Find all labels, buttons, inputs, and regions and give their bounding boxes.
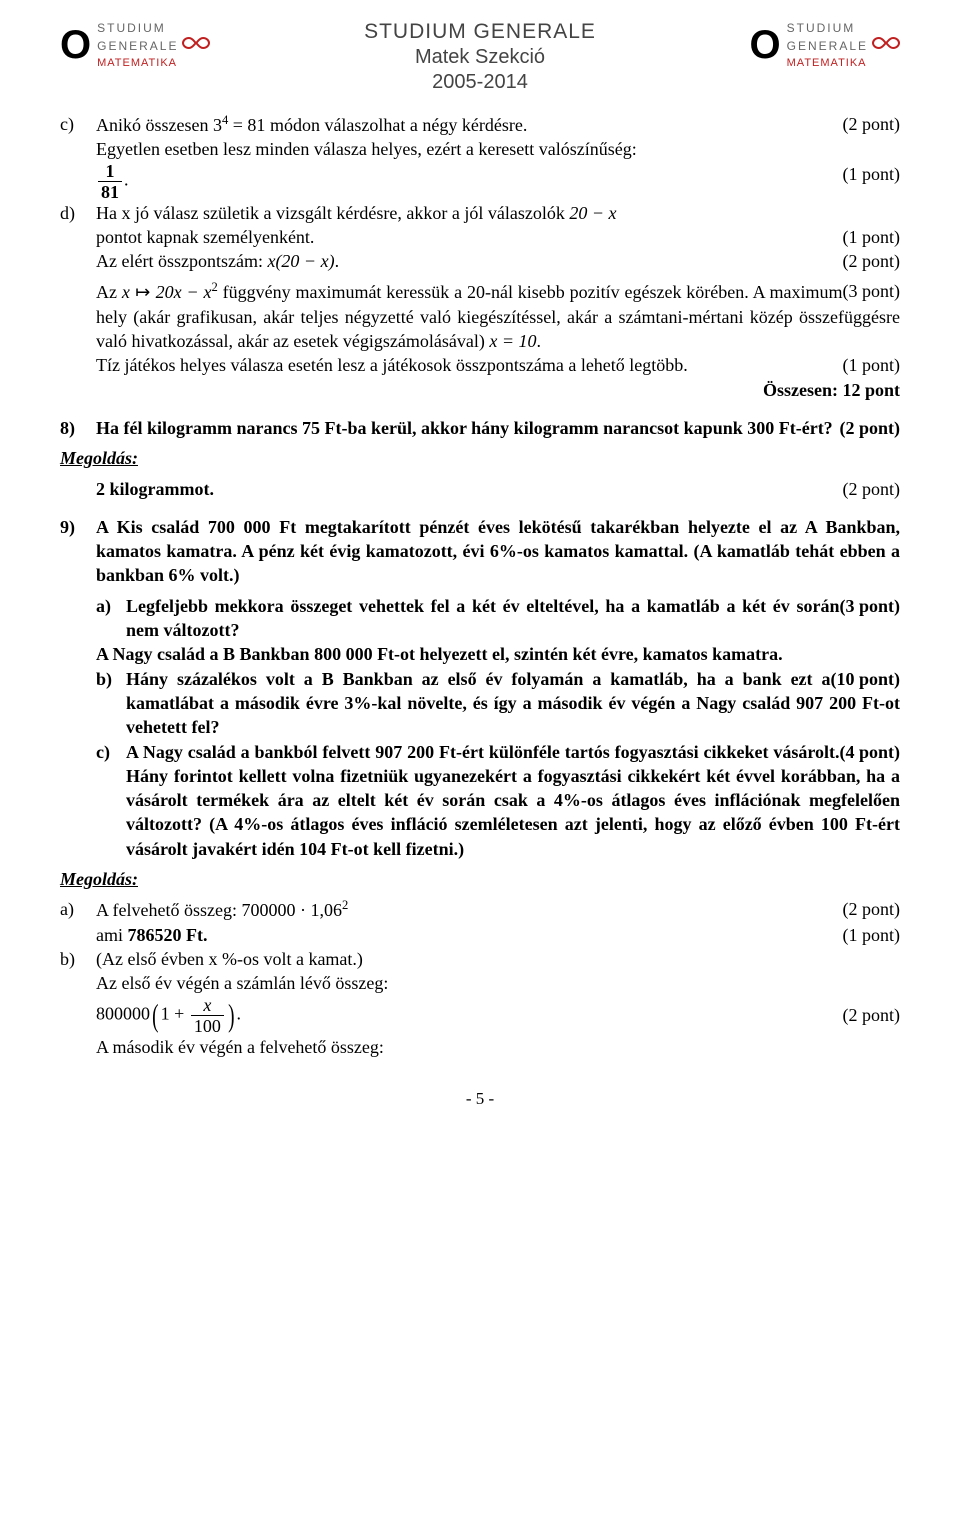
- points-c1: (2 pont): [843, 112, 901, 136]
- marker-c: c): [60, 112, 96, 136]
- q8-megoldas-label: Megoldás:: [60, 446, 900, 470]
- c-text-2: Egyetlen esetben lesz minden válasza hel…: [96, 139, 637, 159]
- marker-8: 8): [60, 416, 96, 440]
- points-sa2: (1 pont): [843, 923, 901, 947]
- q8-text: Ha fél kilogramm narancs 75 Ft-ba kerül,…: [96, 418, 833, 438]
- points-d4: (1 pont): [843, 353, 901, 377]
- page-header: O STUDIUM GENERALE MATEMATIKA STUDIUM GE…: [60, 20, 900, 94]
- points-q9b: (10 pont): [830, 667, 900, 691]
- c-text-1a: Anikó összesen: [96, 115, 213, 135]
- d-total: Összesen: 12 pont: [96, 378, 900, 402]
- sb-line2: Az első év végén a számlán lévő összeg:: [96, 971, 900, 995]
- logo-mark-left: O: [60, 25, 91, 65]
- marker-sa: a): [60, 897, 96, 921]
- title-line1: STUDIUM GENERALE: [364, 20, 596, 44]
- sa-text-2b: 786520 Ft.: [128, 925, 208, 945]
- logo-matematika-left: MATEMATIKA: [97, 58, 210, 69]
- q8-answer: 2 kilogrammot.: [96, 477, 214, 501]
- title-line3: 2005-2014: [364, 71, 596, 94]
- logo-studium-right: STUDIUM: [787, 21, 856, 35]
- d-math-x20x: x(20 − x): [267, 251, 334, 271]
- d-text-4: Tíz játékos helyes válasza esetén lesz a…: [96, 355, 688, 375]
- c-text-1b: módon válaszolhat a négy kérdésre.: [265, 115, 527, 135]
- center-title: STUDIUM GENERALE Matek Szekció 2005-2014: [364, 20, 596, 94]
- sa-text-2a: ami: [96, 925, 128, 945]
- content: c) (2 pont) Anikó összesen 34 = 81 módon…: [60, 112, 900, 1059]
- q9b-text: Hány százalékos volt a B Bankban az első…: [126, 669, 900, 738]
- marker-9c: c): [96, 740, 126, 764]
- item-c: c) (2 pont) Anikó összesen 34 = 81 módon…: [60, 112, 900, 201]
- d-map2: 20x − x: [156, 282, 212, 302]
- points-q9c: (4 pont): [839, 740, 900, 764]
- sb-line3: A második év végén a felvehető összeg:: [96, 1035, 900, 1059]
- d-map1: x: [122, 282, 130, 302]
- infinity-icon: [182, 36, 210, 54]
- marker-sb: b): [60, 947, 96, 971]
- logo-right: O STUDIUM GENERALE MATEMATIKA: [750, 20, 900, 69]
- q9a-text: Legfeljebb mekkora összeget vehettek fel…: [126, 596, 839, 640]
- mapsto-icon: ↦: [130, 282, 156, 302]
- logo-left: O STUDIUM GENERALE MATEMATIKA: [60, 20, 210, 69]
- marker-9a: a): [96, 594, 126, 618]
- sa-math: 700000 · 1,06: [241, 900, 342, 920]
- q9-mid: A Nagy család a B Bankban 800 000 Ft-ot …: [96, 644, 783, 664]
- d-text-3a: Az: [96, 282, 122, 302]
- points-sa1: (2 pont): [843, 897, 901, 922]
- solution-b: b) (Az első évben x %-os volt a kamat.) …: [60, 947, 900, 1059]
- sa-mathsup: 2: [342, 898, 348, 912]
- question-9: 9) A Kis család 700 000 Ft megtakarított…: [60, 515, 900, 861]
- points-d3: (3 pont): [843, 279, 901, 303]
- points-sb1: (2 pont): [843, 1003, 901, 1027]
- infinity-icon-right: [872, 36, 900, 54]
- d-math-20x: 20 − x: [569, 203, 616, 223]
- solution-a: a) A felvehető összeg: 700000 · 1,062 (2…: [60, 897, 900, 947]
- d-math-x10: x = 10: [489, 331, 536, 351]
- logo-generale-left: GENERALE: [97, 39, 178, 53]
- points-d1: (1 pont): [843, 225, 901, 249]
- marker-9b: b): [96, 667, 126, 691]
- page-number: - 5 -: [60, 1089, 900, 1109]
- logo-studium-left: STUDIUM: [97, 21, 166, 35]
- logo-mark-right: O: [750, 25, 781, 65]
- d-text-2a: Az elért összpontszám:: [96, 251, 267, 271]
- q9c-text: A Nagy család a bankból felvett 907 200 …: [126, 742, 900, 859]
- c-math-34: 3: [213, 115, 222, 135]
- points-q8: (2 pont): [839, 416, 900, 440]
- d-text-1b: pontot kapnak személyenként.: [96, 225, 314, 249]
- points-q8a: (2 pont): [843, 477, 901, 501]
- sb-formula: 800000(1 + x100).: [96, 996, 241, 1035]
- points-q9a: (3 pont): [839, 594, 900, 618]
- c-math-eq: = 81: [228, 115, 265, 135]
- q9-intro: A Kis család 700 000 Ft megtakarított pé…: [96, 517, 900, 586]
- item-d: d) Ha x jó válasz születik a vizsgált ké…: [60, 201, 900, 402]
- question-8: 8) (2 pont) Ha fél kilogramm narancs 75 …: [60, 416, 900, 440]
- logo-generale-right: GENERALE: [787, 39, 868, 53]
- sb-line1: (Az első évben x %-os volt a kamat.): [96, 947, 900, 971]
- q9-megoldas-label: Megoldás:: [60, 867, 900, 891]
- points-c2: (1 pont): [843, 162, 901, 201]
- points-d2: (2 pont): [843, 249, 901, 273]
- sa-text-1a: A felvehető összeg:: [96, 900, 241, 920]
- marker-d: d): [60, 201, 96, 225]
- d-text-1a: Ha x jó válasz születik a vizsgált kérdé…: [96, 203, 569, 223]
- c-fraction: 181.: [96, 162, 129, 201]
- title-line2: Matek Szekció: [364, 46, 596, 69]
- logo-matematika-right: MATEMATIKA: [787, 58, 900, 69]
- marker-9: 9): [60, 515, 96, 539]
